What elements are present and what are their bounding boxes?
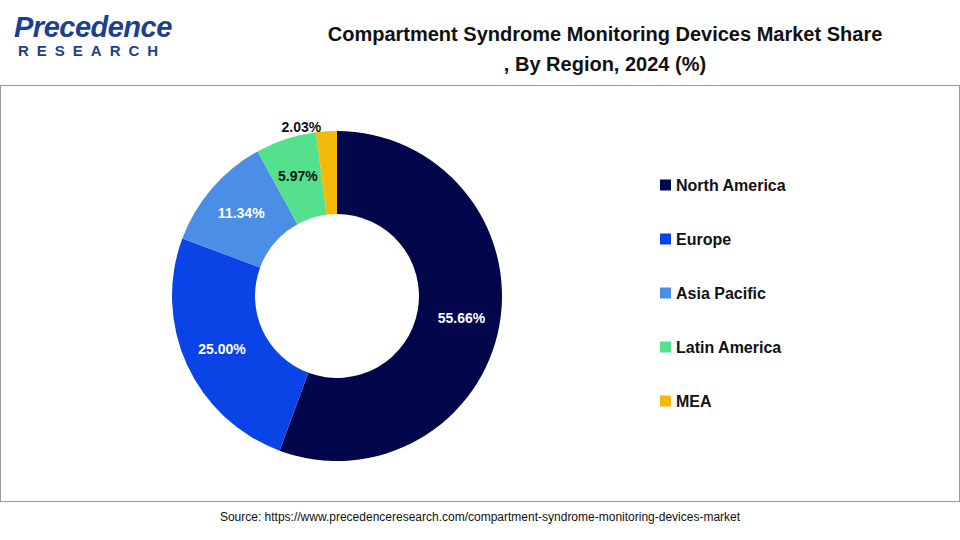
svg-text:11.34%: 11.34% (218, 205, 265, 221)
svg-text:MEA: MEA (676, 393, 712, 410)
svg-text:2.03%: 2.03% (282, 119, 322, 135)
html-text:RESEARCH: RESEARCH (18, 42, 167, 59)
svg-text:25.00%: 25.00% (198, 341, 246, 357)
svg-text:55.66%: 55.66% (438, 310, 486, 326)
html-text:Precedence: Precedence (14, 11, 172, 43)
svg-text:, By Region, 2024 (%): , By Region, 2024 (%) (504, 53, 706, 75)
svg-text:Latin America: Latin America (676, 339, 781, 356)
html-text:Source: https://www.precedence: Source: https://www.precedenceresearch.c… (219, 510, 741, 524)
svg-text:Asia Pacific: Asia Pacific (676, 285, 766, 302)
svg-text:Europe: Europe (676, 231, 731, 248)
svg-text:Compartment Syndrome Monitorin: Compartment Syndrome Monitoring Devices … (328, 23, 883, 45)
svg-text:5.97%: 5.97% (278, 168, 318, 184)
svg-text:North America: North America (676, 177, 786, 194)
